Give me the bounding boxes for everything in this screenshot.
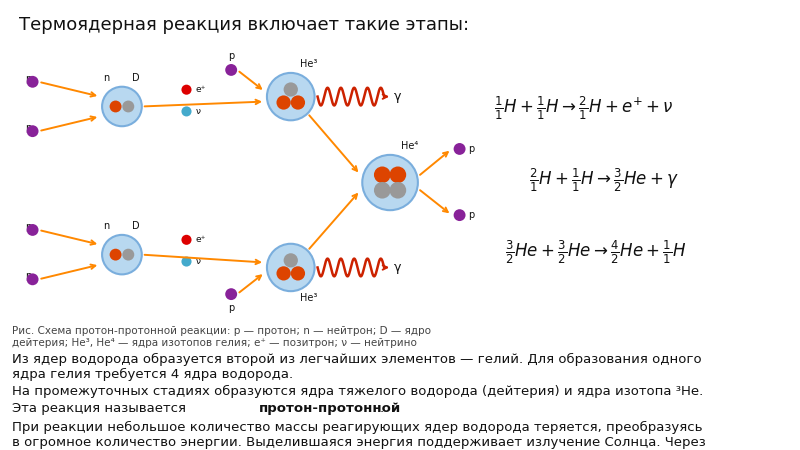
Text: $\frac{3}{2}He + \frac{3}{2}He \rightarrow \frac{4}{2}He + \frac{1}{1}H$: $\frac{3}{2}He + \frac{3}{2}He \rightarr… [506, 238, 686, 266]
Circle shape [26, 76, 38, 88]
Circle shape [277, 95, 290, 110]
Text: He³: He³ [300, 293, 318, 303]
Circle shape [182, 256, 191, 266]
Text: Эта реакция называется: Эта реакция называется [12, 402, 190, 415]
Circle shape [110, 100, 122, 112]
Text: He⁴: He⁴ [402, 141, 418, 151]
Text: На промежуточных стадиях образуются ядра тяжелого водорода (дейтерия) и ядра изо: На промежуточных стадиях образуются ядра… [12, 385, 703, 398]
Circle shape [374, 182, 390, 198]
Text: p: p [228, 303, 234, 313]
Circle shape [122, 249, 134, 261]
Text: γ: γ [394, 90, 402, 103]
Circle shape [26, 224, 38, 236]
Text: p: p [26, 123, 32, 133]
Text: p: p [26, 271, 32, 281]
Text: e⁺: e⁺ [195, 85, 206, 94]
Circle shape [110, 249, 122, 261]
Text: D: D [132, 221, 140, 231]
Text: p: p [469, 144, 474, 154]
Circle shape [102, 87, 142, 126]
Text: e⁺: e⁺ [195, 235, 206, 244]
Text: He³: He³ [300, 59, 318, 69]
Text: При реакции небольшое количество массы реагирующих ядер водорода теряется, преоб: При реакции небольшое количество массы р… [12, 421, 706, 450]
Circle shape [102, 235, 142, 274]
Text: $\frac{1}{1}H + \frac{1}{1}H \rightarrow \frac{2}{1}H + e^{+} + \nu$: $\frac{1}{1}H + \frac{1}{1}H \rightarrow… [494, 94, 674, 122]
Text: $\frac{2}{1}H + \frac{1}{1}H \rightarrow \frac{3}{2}He + \gamma$: $\frac{2}{1}H + \frac{1}{1}H \rightarrow… [529, 166, 679, 194]
Circle shape [362, 155, 418, 210]
Text: p: p [26, 222, 32, 232]
Circle shape [284, 253, 298, 267]
Circle shape [182, 235, 191, 245]
Circle shape [390, 182, 406, 198]
Circle shape [26, 274, 38, 285]
Text: n: n [103, 73, 109, 83]
Text: протон-протонной: протон-протонной [258, 402, 401, 415]
Circle shape [290, 266, 305, 280]
Circle shape [267, 73, 314, 120]
Circle shape [454, 209, 466, 221]
Text: Термоядерная реакция включает такие этапы:: Термоядерная реакция включает такие этап… [18, 16, 469, 34]
Circle shape [182, 106, 191, 117]
Circle shape [374, 166, 390, 183]
Text: D: D [132, 73, 140, 83]
Circle shape [182, 85, 191, 95]
Circle shape [267, 244, 314, 291]
Text: p: p [26, 74, 32, 84]
Circle shape [226, 64, 237, 76]
Text: ν: ν [195, 107, 201, 116]
Circle shape [390, 166, 406, 183]
Circle shape [26, 125, 38, 137]
Text: Рис. Схема протон-протонной реакции: р — протон; n — нейтрон; D — ядро
дейтерия;: Рис. Схема протон-протонной реакции: р —… [12, 326, 431, 348]
Circle shape [284, 82, 298, 97]
Circle shape [290, 95, 305, 110]
Text: .: . [380, 402, 384, 415]
Circle shape [226, 288, 237, 300]
Text: n: n [103, 221, 109, 231]
Text: γ: γ [394, 261, 402, 274]
Text: p: p [228, 51, 234, 61]
Circle shape [122, 100, 134, 112]
Text: p: p [469, 210, 474, 220]
Text: Из ядер водорода образуется второй из легчайших элементов — гелий. Для образован: Из ядер водорода образуется второй из ле… [12, 353, 702, 382]
Circle shape [454, 143, 466, 155]
Text: ν: ν [195, 257, 201, 266]
Circle shape [277, 266, 290, 280]
